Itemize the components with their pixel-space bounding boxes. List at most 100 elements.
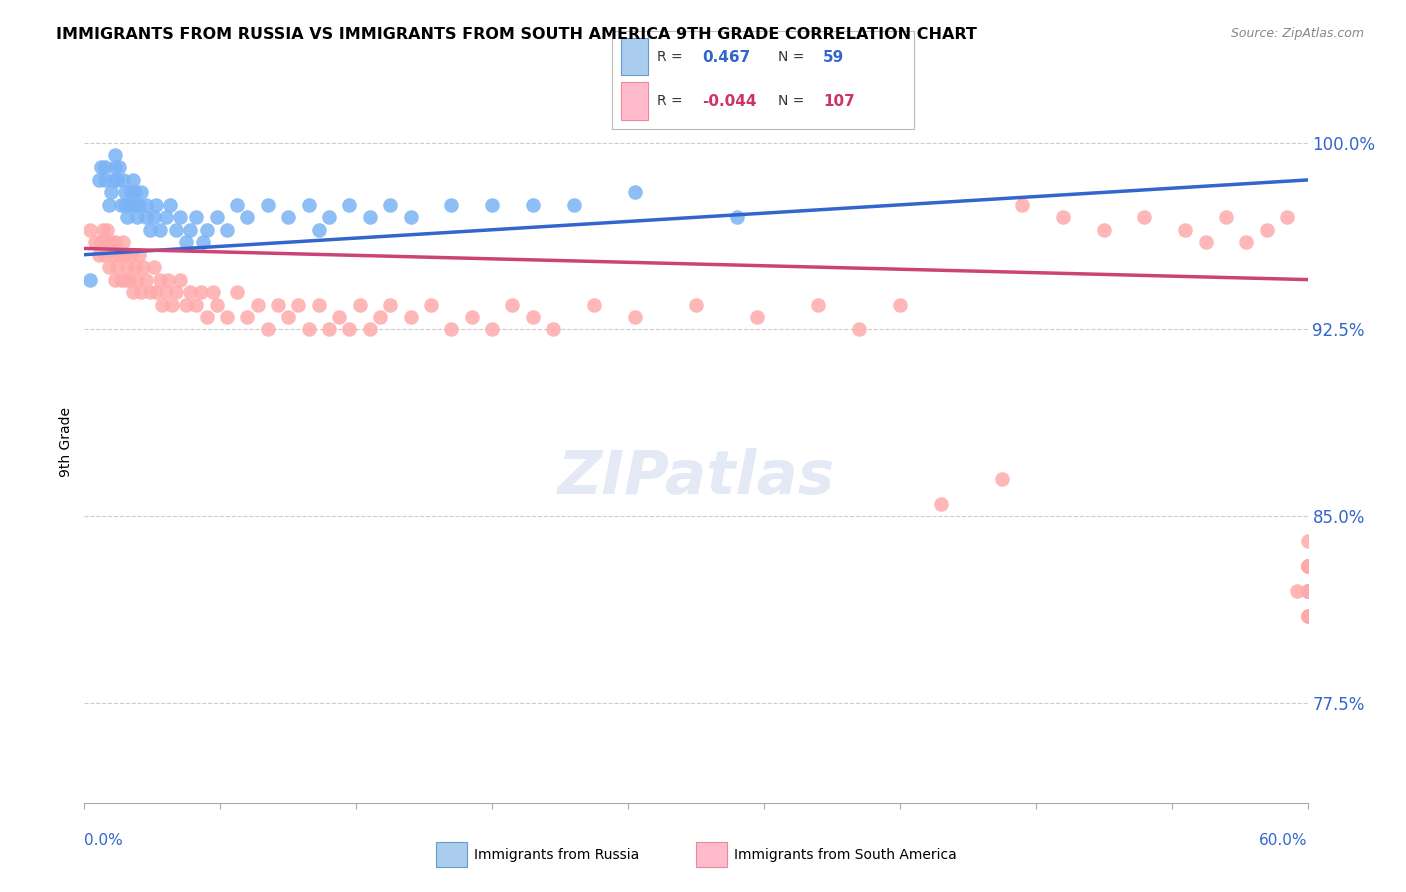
- Point: [1052, 211, 1074, 225]
- Point: [277, 211, 299, 225]
- Text: R =: R =: [657, 95, 688, 108]
- Point: [150, 297, 173, 311]
- Point: [298, 198, 321, 212]
- Point: [108, 248, 131, 262]
- Text: Source: ZipAtlas.com: Source: ZipAtlas.com: [1230, 27, 1364, 40]
- Point: [93, 248, 115, 262]
- Point: [807, 297, 830, 311]
- Point: [93, 173, 115, 187]
- Point: [848, 322, 870, 336]
- Point: [91, 223, 114, 237]
- Point: [79, 272, 101, 286]
- Point: [110, 272, 132, 286]
- Point: [440, 198, 463, 212]
- Point: [1195, 235, 1218, 250]
- Point: [155, 285, 177, 299]
- Text: ZIPatlas: ZIPatlas: [557, 448, 835, 508]
- Point: [246, 297, 269, 311]
- Point: [562, 198, 585, 212]
- Point: [138, 223, 160, 237]
- Point: [368, 310, 391, 324]
- Point: [156, 272, 179, 286]
- Point: [1296, 609, 1319, 624]
- Point: [328, 310, 350, 324]
- Point: [160, 297, 183, 311]
- Point: [93, 235, 115, 250]
- Point: [87, 248, 110, 262]
- Point: [112, 173, 135, 187]
- Point: [1296, 584, 1319, 599]
- Point: [114, 198, 136, 212]
- Point: [174, 235, 197, 250]
- Point: [105, 173, 128, 187]
- Text: -0.044: -0.044: [703, 94, 756, 109]
- Point: [128, 248, 150, 262]
- Point: [1296, 559, 1319, 574]
- Point: [110, 198, 132, 212]
- Point: [205, 297, 228, 311]
- Point: [205, 211, 228, 225]
- Point: [267, 297, 290, 311]
- Point: [100, 235, 122, 250]
- Bar: [696, 842, 727, 867]
- Point: [725, 211, 748, 225]
- Point: [217, 310, 239, 324]
- Point: [135, 272, 157, 286]
- Point: [1133, 211, 1156, 225]
- Point: [1296, 559, 1319, 574]
- Point: [1296, 584, 1319, 599]
- Point: [104, 272, 127, 286]
- Point: [318, 211, 340, 225]
- Point: [120, 186, 142, 200]
- Point: [131, 186, 153, 200]
- Point: [257, 322, 280, 336]
- Point: [108, 161, 131, 175]
- Point: [114, 272, 136, 286]
- Point: [1092, 223, 1115, 237]
- Point: [380, 198, 402, 212]
- Text: Immigrants from Russia: Immigrants from Russia: [474, 847, 640, 862]
- Point: [440, 322, 463, 336]
- Point: [1256, 223, 1278, 237]
- Point: [583, 297, 606, 311]
- Point: [287, 297, 309, 311]
- Point: [104, 148, 127, 162]
- Point: [1174, 223, 1197, 237]
- Point: [929, 497, 952, 511]
- Point: [101, 173, 124, 187]
- Point: [236, 211, 259, 225]
- Point: [380, 297, 402, 311]
- Text: 0.467: 0.467: [703, 50, 751, 65]
- Point: [1011, 198, 1033, 212]
- Text: 0.0%: 0.0%: [84, 833, 124, 847]
- Point: [169, 272, 191, 286]
- Point: [399, 211, 422, 225]
- Point: [1296, 584, 1319, 599]
- Point: [298, 322, 321, 336]
- Point: [165, 223, 187, 237]
- Point: [118, 272, 141, 286]
- Point: [142, 260, 165, 274]
- Text: 107: 107: [824, 94, 855, 109]
- Text: 60.0%: 60.0%: [1260, 833, 1308, 847]
- Point: [118, 198, 141, 212]
- Point: [1296, 534, 1319, 549]
- Point: [339, 322, 361, 336]
- Point: [124, 198, 146, 212]
- Point: [502, 297, 524, 311]
- Point: [149, 272, 172, 286]
- Point: [124, 186, 146, 200]
- Point: [105, 260, 128, 274]
- Point: [543, 322, 565, 336]
- Point: [127, 272, 149, 286]
- Point: [1296, 559, 1319, 574]
- Text: IMMIGRANTS FROM RUSSIA VS IMMIGRANTS FROM SOUTH AMERICA 9TH GRADE CORRELATION CH: IMMIGRANTS FROM RUSSIA VS IMMIGRANTS FRO…: [56, 27, 977, 42]
- Text: N =: N =: [778, 50, 808, 64]
- Point: [522, 198, 544, 212]
- Point: [155, 211, 177, 225]
- Point: [159, 198, 181, 212]
- Text: Immigrants from South America: Immigrants from South America: [734, 847, 956, 862]
- Point: [96, 223, 118, 237]
- Y-axis label: 9th Grade: 9th Grade: [59, 407, 73, 476]
- Point: [128, 198, 150, 212]
